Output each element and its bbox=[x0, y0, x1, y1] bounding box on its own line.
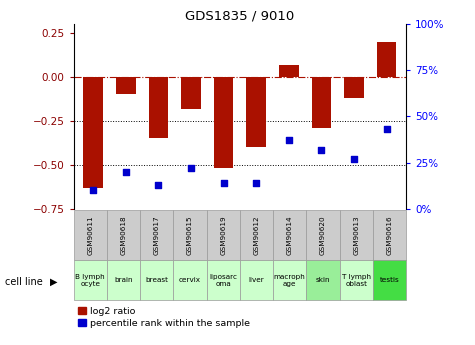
Text: GSM90612: GSM90612 bbox=[254, 216, 259, 255]
Bar bbox=[312, 77, 331, 128]
Bar bbox=[173, 260, 207, 300]
Bar bbox=[344, 77, 364, 98]
Text: macroph
age: macroph age bbox=[274, 274, 305, 287]
Text: GSM90613: GSM90613 bbox=[353, 216, 359, 255]
Point bbox=[383, 127, 390, 132]
Bar bbox=[247, 77, 266, 147]
Point bbox=[122, 169, 130, 175]
Text: B lymph
ocyte: B lymph ocyte bbox=[76, 274, 105, 287]
Bar bbox=[207, 210, 240, 260]
Bar bbox=[140, 210, 173, 260]
Text: GSM90619: GSM90619 bbox=[220, 216, 226, 255]
Bar bbox=[107, 210, 140, 260]
Text: cervix: cervix bbox=[179, 277, 201, 283]
Text: GSM90620: GSM90620 bbox=[320, 216, 326, 255]
Point bbox=[285, 138, 293, 143]
Point bbox=[220, 180, 228, 186]
Bar bbox=[306, 260, 340, 300]
Bar bbox=[279, 65, 299, 77]
Text: T lymph
oblast: T lymph oblast bbox=[342, 274, 371, 287]
Bar bbox=[373, 260, 406, 300]
Bar bbox=[181, 77, 201, 109]
Text: GSM90611: GSM90611 bbox=[87, 216, 93, 255]
Text: brain: brain bbox=[114, 277, 133, 283]
Bar bbox=[273, 210, 306, 260]
Bar bbox=[149, 77, 168, 138]
Title: GDS1835 / 9010: GDS1835 / 9010 bbox=[185, 10, 294, 23]
Text: liposarc
oma: liposarc oma bbox=[209, 274, 237, 287]
Bar bbox=[74, 210, 107, 260]
Text: liver: liver bbox=[248, 277, 265, 283]
Text: ▶: ▶ bbox=[50, 277, 57, 287]
Point bbox=[350, 156, 358, 162]
Bar bbox=[140, 260, 173, 300]
Bar bbox=[84, 77, 103, 188]
Point bbox=[252, 180, 260, 186]
Text: cell line: cell line bbox=[5, 277, 42, 287]
Bar bbox=[373, 210, 406, 260]
Bar bbox=[207, 260, 240, 300]
Bar bbox=[377, 42, 396, 77]
Bar bbox=[273, 260, 306, 300]
Bar bbox=[173, 210, 207, 260]
Point bbox=[318, 147, 325, 152]
Bar bbox=[116, 77, 135, 95]
Bar bbox=[74, 260, 107, 300]
Text: GSM90615: GSM90615 bbox=[187, 216, 193, 255]
Bar bbox=[340, 210, 373, 260]
Text: testis: testis bbox=[380, 277, 399, 283]
Bar bbox=[107, 260, 140, 300]
Text: GSM90614: GSM90614 bbox=[287, 216, 293, 255]
Text: breast: breast bbox=[145, 277, 168, 283]
Legend: log2 ratio, percentile rank within the sample: log2 ratio, percentile rank within the s… bbox=[78, 307, 250, 328]
Bar bbox=[214, 77, 233, 168]
Text: skin: skin bbox=[316, 277, 330, 283]
Point bbox=[89, 187, 97, 193]
Text: GSM90617: GSM90617 bbox=[154, 216, 160, 255]
Point bbox=[187, 165, 195, 171]
Bar bbox=[306, 210, 340, 260]
Bar bbox=[340, 260, 373, 300]
Point bbox=[154, 182, 162, 187]
Bar bbox=[240, 260, 273, 300]
Text: GSM90618: GSM90618 bbox=[121, 216, 126, 255]
Text: GSM90616: GSM90616 bbox=[387, 216, 392, 255]
Bar bbox=[240, 210, 273, 260]
